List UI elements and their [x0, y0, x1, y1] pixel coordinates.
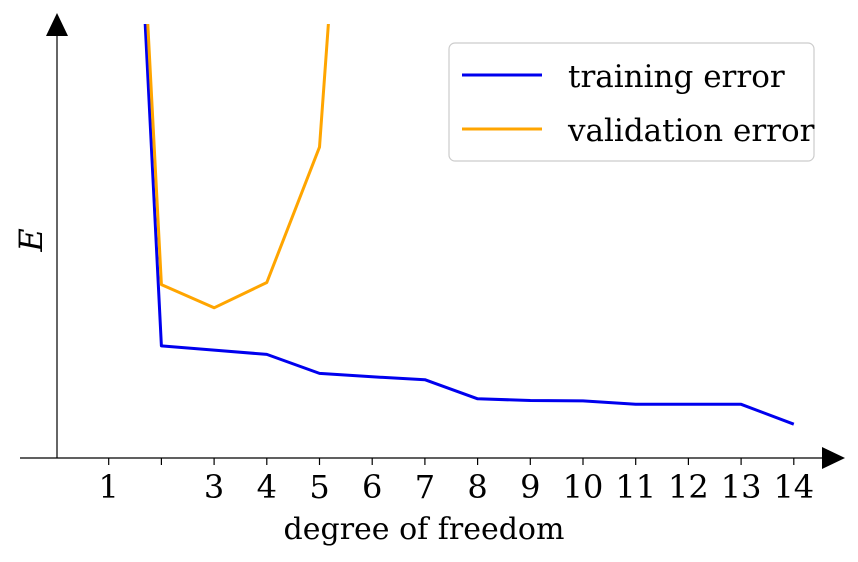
x-axis-arrow — [822, 447, 845, 469]
x-tick-label: 7 — [415, 468, 435, 506]
x-tick-label: 12 — [668, 468, 709, 506]
y-axis-arrow — [46, 13, 68, 36]
series-line-training-error — [143, 24, 795, 426]
x-axis-label: degree of freedom — [284, 512, 565, 547]
x-tick-label: 13 — [721, 468, 762, 506]
x-tick-label: 8 — [467, 468, 487, 506]
x-tick-label: 14 — [773, 468, 814, 506]
x-tick-label: 5 — [309, 468, 329, 506]
x-tick-label: 9 — [520, 468, 540, 506]
x-tick-label: 6 — [362, 468, 382, 506]
legend-box — [448, 42, 815, 162]
legend-label-training-error: training error — [568, 59, 785, 95]
x-tick-label: 11 — [615, 468, 656, 506]
legend: training error validation error — [448, 42, 815, 162]
x-tick-label: 1 — [99, 468, 119, 506]
x-tick-label: 4 — [257, 468, 277, 506]
legend-label-validation-error: validation error — [567, 113, 815, 149]
x-ticks: 1 3 4 5 6 7 8 9 10 11 12 13 14 — [99, 458, 814, 506]
series-line-validation-error — [146, 24, 330, 310]
x-tick-label: 10 — [563, 468, 604, 506]
y-axis-label: E — [12, 228, 50, 252]
series-group — [143, 24, 795, 426]
x-tick-label: 3 — [204, 468, 224, 506]
